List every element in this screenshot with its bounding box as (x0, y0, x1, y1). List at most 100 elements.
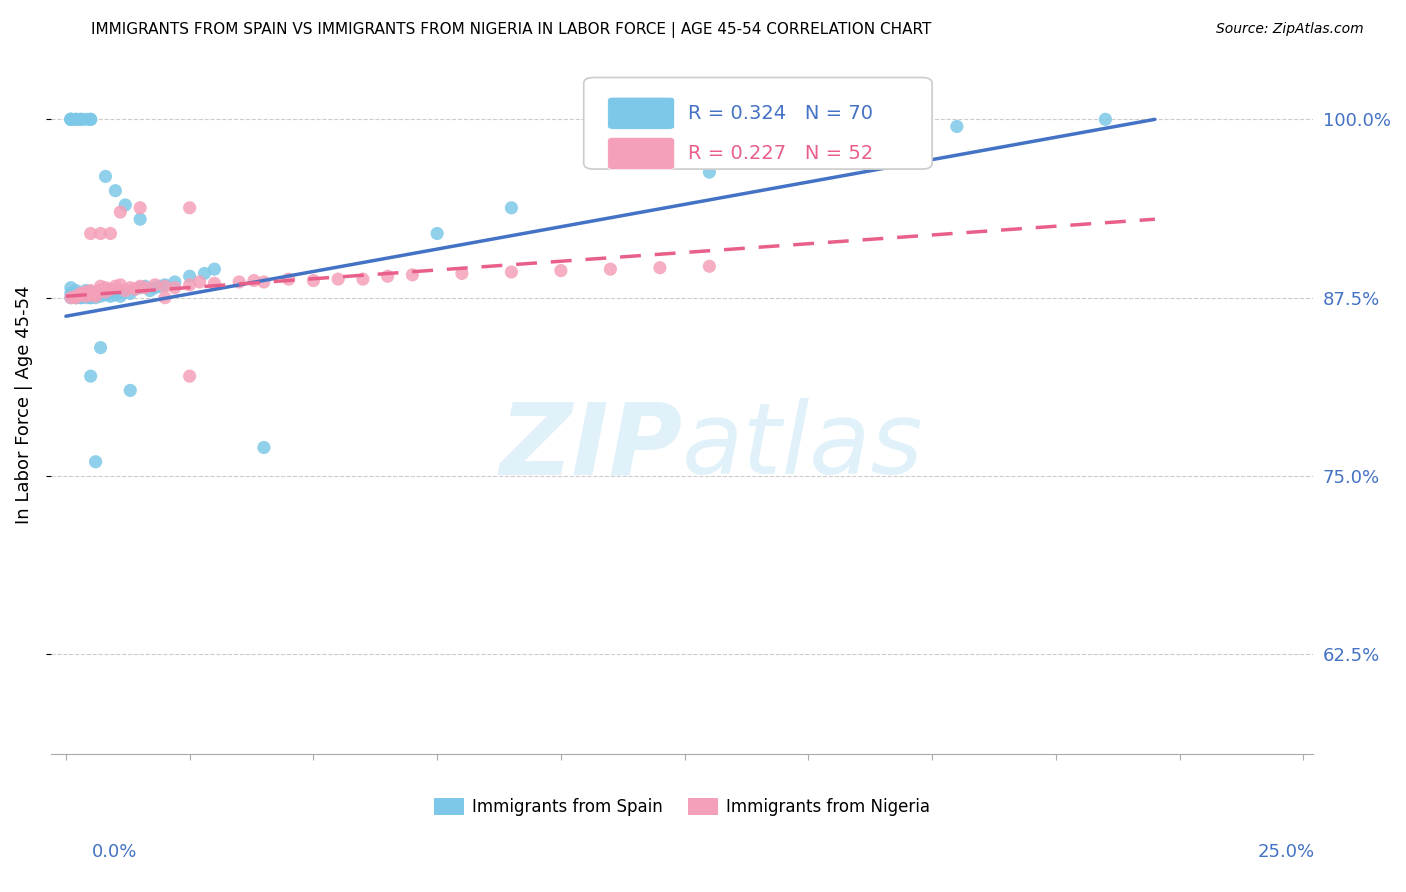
Point (163, 281, 186, 295)
Point (79, 369, 101, 384)
Point (79, 112, 101, 127)
Point (124, 282, 146, 296)
Point (104, 288, 127, 302)
Point (328, 272, 350, 286)
Point (188, 275, 211, 289)
Point (59, 291, 82, 305)
Point (90, 284, 112, 298)
Point (65, 291, 87, 305)
Point (75, 289, 97, 303)
Point (79, 288, 101, 302)
Point (79, 112, 101, 127)
Point (59, 291, 82, 305)
Point (501, 265, 523, 279)
Point (69, 112, 91, 127)
Point (59, 112, 82, 127)
Point (648, 260, 671, 275)
Point (90, 284, 112, 298)
Point (65, 284, 87, 298)
Point (69, 112, 91, 127)
Point (143, 277, 166, 292)
Point (1094, 112, 1116, 127)
Point (84, 291, 107, 305)
Point (79, 291, 101, 305)
Point (120, 281, 142, 295)
Point (100, 289, 122, 303)
Point (59, 112, 82, 127)
Point (65, 112, 87, 127)
Text: R = 0.227   N = 52: R = 0.227 N = 52 (689, 144, 873, 163)
Point (59, 286, 82, 301)
Point (134, 279, 156, 293)
Text: atlas: atlas (682, 398, 924, 495)
Point (550, 263, 572, 277)
Point (124, 282, 146, 296)
Point (179, 201, 201, 215)
Y-axis label: In Labor Force | Age 45-54: In Labor Force | Age 45-54 (15, 285, 32, 524)
Point (110, 205, 132, 219)
Point (69, 286, 91, 301)
Point (139, 284, 162, 298)
Point (75, 291, 97, 305)
Point (84, 289, 107, 303)
Point (243, 274, 266, 288)
Point (69, 289, 91, 303)
Point (59, 112, 82, 127)
Point (253, 275, 276, 289)
Point (59, 112, 82, 127)
Point (75, 284, 97, 298)
Point (94, 281, 117, 295)
Point (110, 285, 132, 299)
Point (84, 289, 107, 303)
Point (100, 285, 122, 299)
Point (79, 284, 101, 298)
Point (90, 227, 112, 241)
Point (401, 268, 423, 282)
Point (90, 279, 112, 293)
Point (202, 277, 225, 291)
Point (114, 284, 136, 298)
Text: IMMIGRANTS FROM SPAIN VS IMMIGRANTS FROM NIGERIA IN LABOR FORCE | AGE 45-54 CORR: IMMIGRANTS FROM SPAIN VS IMMIGRANTS FROM… (91, 22, 932, 38)
Point (253, 441, 276, 455)
Point (134, 281, 156, 295)
Point (129, 279, 152, 293)
Point (193, 267, 215, 281)
Point (163, 275, 186, 289)
FancyBboxPatch shape (607, 97, 675, 129)
Point (104, 284, 127, 298)
Point (153, 291, 176, 305)
Point (79, 291, 101, 305)
Point (75, 285, 97, 299)
Text: 25.0%: 25.0% (1257, 843, 1315, 861)
Point (179, 269, 201, 284)
Point (426, 227, 449, 241)
Point (65, 289, 87, 303)
Point (69, 291, 91, 305)
Point (65, 291, 87, 305)
Point (84, 286, 107, 301)
Point (104, 279, 127, 293)
Point (228, 275, 250, 289)
Point (65, 291, 87, 305)
Point (153, 279, 176, 293)
Point (120, 286, 142, 301)
Point (79, 288, 101, 302)
Legend: Immigrants from Spain, Immigrants from Nigeria: Immigrants from Spain, Immigrants from N… (434, 797, 931, 816)
Point (501, 201, 523, 215)
Point (69, 288, 91, 302)
Point (100, 282, 122, 296)
Point (153, 277, 176, 292)
Point (75, 286, 97, 301)
Point (352, 272, 374, 286)
Point (699, 260, 721, 274)
Point (100, 227, 122, 241)
Point (129, 212, 152, 227)
Point (143, 281, 166, 295)
Point (94, 169, 117, 184)
Point (277, 272, 299, 286)
Point (69, 291, 91, 305)
Point (129, 281, 152, 295)
Point (946, 120, 969, 134)
Point (179, 369, 201, 384)
Point (75, 289, 97, 303)
